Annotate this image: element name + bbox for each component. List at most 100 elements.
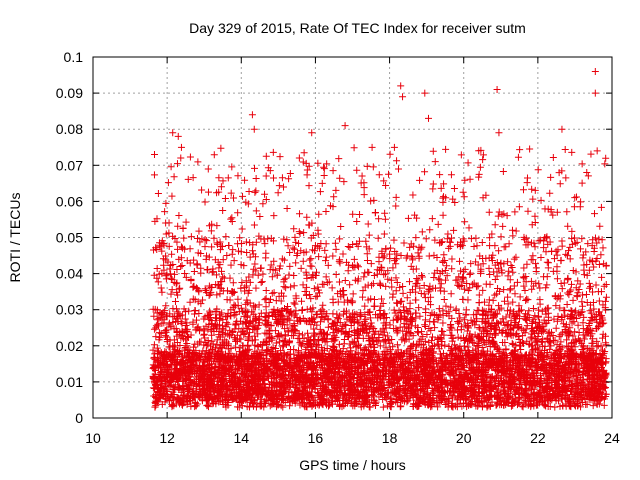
data-point: [174, 222, 182, 230]
data-point: [369, 163, 377, 171]
data-point: [382, 182, 390, 190]
data-point: [429, 185, 437, 193]
data-point: [382, 282, 390, 290]
data-point: [412, 234, 420, 242]
data-point: [506, 286, 514, 294]
data-point: [537, 254, 545, 262]
data-point: [245, 188, 253, 196]
data-point: [534, 166, 542, 174]
data-point: [350, 255, 358, 263]
data-point: [242, 238, 250, 246]
data-point: [440, 296, 448, 304]
data-point: [568, 227, 576, 235]
data-point: [565, 291, 573, 299]
data-point: [337, 222, 345, 230]
data-point: [524, 207, 532, 215]
data-point: [290, 225, 298, 233]
data-point: [421, 321, 429, 329]
data-point: [296, 229, 304, 237]
data-point: [504, 258, 512, 266]
data-point: [399, 282, 407, 290]
data-point: [310, 285, 318, 293]
data-point: [150, 150, 158, 158]
data-point: [302, 268, 310, 276]
data-point: [291, 245, 299, 253]
data-point: [259, 200, 267, 208]
data-point: [241, 176, 249, 184]
data-point: [363, 162, 371, 170]
data-point: [499, 315, 507, 323]
data-point: [543, 258, 551, 266]
data-point: [307, 255, 315, 263]
data-point: [523, 179, 531, 187]
data-point: [282, 284, 290, 292]
data-points: [149, 67, 610, 411]
data-point: [390, 143, 398, 151]
data-point: [184, 175, 192, 183]
data-point: [555, 333, 563, 341]
data-point: [161, 208, 169, 216]
data-point: [262, 172, 270, 180]
data-point: [597, 203, 605, 211]
data-point: [289, 244, 297, 252]
data-point: [332, 186, 340, 194]
data-point: [546, 189, 554, 197]
data-point: [535, 306, 543, 314]
data-point: [582, 290, 590, 298]
data-point: [374, 337, 382, 345]
data-point: [223, 319, 231, 327]
data-point: [340, 310, 348, 318]
data-point: [307, 295, 315, 303]
data-point: [387, 244, 395, 252]
data-point: [544, 264, 552, 272]
data-point: [175, 211, 183, 219]
data-point: [182, 218, 190, 226]
data-point: [598, 273, 606, 281]
data-point: [400, 239, 408, 247]
data-point: [440, 331, 448, 339]
data-point: [436, 171, 444, 179]
data-point: [375, 171, 383, 179]
data-point: [447, 171, 455, 179]
data-point: [475, 291, 483, 299]
data-point: [497, 233, 505, 241]
data-point: [387, 276, 395, 284]
data-point: [201, 243, 209, 251]
data-point: [187, 233, 195, 241]
data-point: [198, 186, 206, 194]
data-point: [292, 307, 300, 315]
data-point: [601, 160, 609, 168]
data-point: [600, 401, 608, 409]
data-point: [381, 215, 389, 223]
data-point: [511, 208, 519, 216]
data-point: [595, 297, 603, 305]
data-point: [280, 283, 288, 291]
data-point: [177, 154, 185, 162]
data-point: [475, 323, 483, 331]
data-point: [598, 334, 606, 342]
data-point: [485, 208, 493, 216]
data-point: [335, 340, 343, 348]
data-point: [303, 213, 311, 221]
data-point: [429, 147, 437, 155]
data-point: [406, 243, 414, 251]
data-point: [366, 308, 374, 316]
data-point: [354, 263, 362, 271]
data-point: [547, 173, 555, 181]
data-point: [379, 254, 387, 262]
data-point: [428, 333, 436, 341]
data-point: [578, 160, 586, 168]
data-point: [465, 224, 473, 232]
data-point: [396, 298, 404, 306]
data-point: [569, 296, 577, 304]
data-point: [360, 184, 368, 192]
data-point: [322, 257, 330, 265]
data-point: [599, 244, 607, 252]
data-point: [290, 282, 298, 290]
data-point: [222, 233, 230, 241]
data-point: [336, 174, 344, 182]
data-point: [234, 295, 242, 303]
data-point: [428, 215, 436, 223]
data-point: [567, 280, 575, 288]
data-point: [349, 290, 357, 298]
